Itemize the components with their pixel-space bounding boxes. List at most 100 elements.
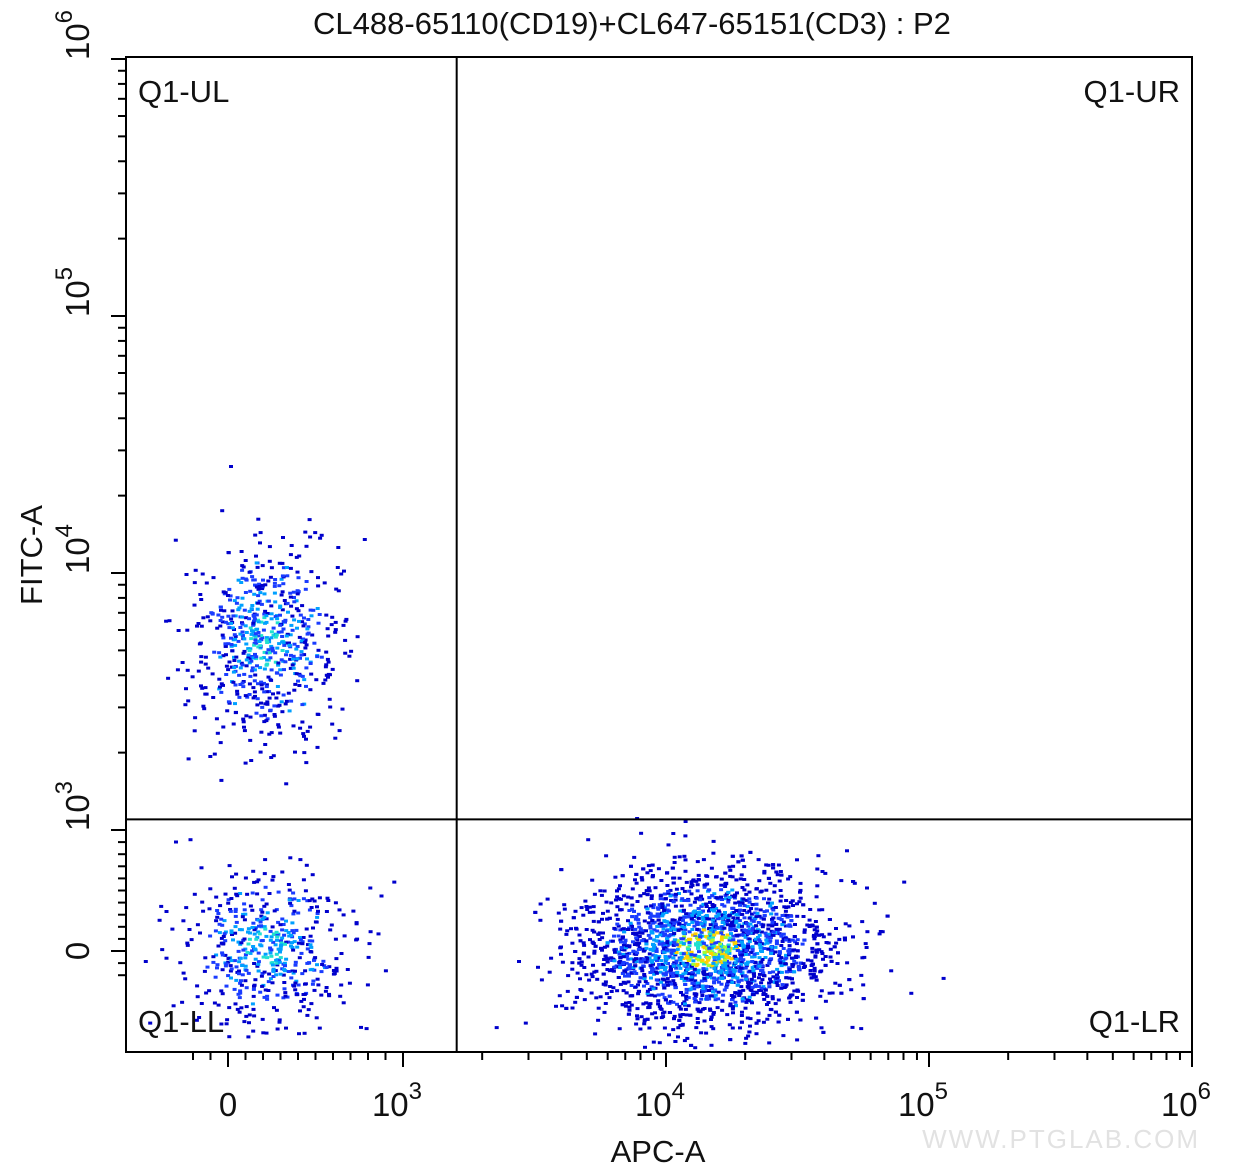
event-dot	[642, 1022, 647, 1026]
event-dot	[702, 977, 707, 981]
event-dot	[326, 634, 331, 638]
event-dot	[228, 908, 233, 911]
event-dot	[324, 986, 329, 989]
event-dot	[270, 961, 275, 965]
event-dot	[570, 967, 575, 971]
event-dot	[705, 874, 710, 878]
event-dot	[271, 975, 276, 978]
event-dot	[300, 942, 305, 946]
event-dot	[242, 725, 246, 729]
event-dot	[237, 606, 242, 610]
event-dot	[590, 878, 595, 882]
event-dot	[271, 626, 276, 630]
event-dot	[278, 923, 283, 927]
event-dot	[686, 898, 690, 902]
event-dot	[304, 643, 309, 647]
event-dot	[778, 961, 783, 965]
event-dot	[199, 684, 203, 688]
event-dot	[607, 996, 612, 1000]
event-dot	[653, 994, 657, 998]
event-dot	[274, 952, 279, 956]
event-dot	[366, 955, 371, 959]
event-dot	[232, 886, 237, 890]
event-dot	[260, 972, 265, 975]
event-dot	[255, 703, 260, 707]
event-dot	[240, 633, 245, 637]
event-dot	[734, 944, 739, 948]
event-dot	[624, 944, 629, 948]
event-dot	[724, 985, 729, 989]
event-dot	[284, 957, 289, 961]
event-dot	[695, 889, 700, 893]
event-dot	[199, 866, 204, 870]
event-dot	[628, 921, 633, 925]
event-dot	[738, 1026, 742, 1030]
event-dot	[741, 958, 746, 962]
event-dot	[243, 953, 248, 957]
event-dot	[678, 1015, 683, 1019]
event-dot	[659, 1016, 664, 1020]
event-dot	[814, 978, 819, 982]
event-dot	[711, 839, 716, 843]
event-dot	[665, 884, 670, 887]
event-dot	[273, 660, 278, 664]
event-dot	[263, 885, 268, 889]
event-dot	[719, 931, 724, 935]
event-dot	[731, 934, 736, 938]
event-dot	[574, 995, 579, 999]
event-dot	[343, 638, 348, 642]
event-dot	[266, 980, 271, 984]
event-dot	[834, 941, 839, 945]
event-dot	[247, 661, 252, 665]
event-dot	[781, 947, 786, 950]
event-dot	[648, 948, 653, 952]
event-dot	[789, 919, 794, 923]
event-dot	[289, 944, 293, 948]
event-dot	[711, 905, 716, 908]
event-dot	[248, 647, 253, 651]
event-dot	[591, 905, 596, 909]
event-dot	[768, 904, 773, 908]
event-dot	[582, 951, 586, 955]
event-dot	[616, 934, 621, 938]
event-dot	[644, 929, 648, 933]
event-dot	[672, 876, 677, 880]
event-dot	[315, 977, 320, 981]
event-dot	[275, 935, 280, 939]
event-dot	[323, 665, 328, 669]
event-dot	[771, 975, 776, 979]
event-dot	[683, 921, 688, 925]
event-dot	[694, 1026, 699, 1030]
event-dot	[649, 965, 654, 969]
event-dot	[654, 947, 659, 951]
event-dot	[290, 921, 295, 925]
event-dot	[769, 1008, 774, 1012]
event-dot	[731, 924, 736, 928]
event-dot	[716, 912, 721, 916]
event-dot	[259, 714, 264, 718]
event-dot	[802, 930, 807, 934]
event-dot	[246, 647, 251, 651]
event-dot	[763, 931, 768, 935]
event-dot	[860, 920, 865, 924]
event-dot	[621, 894, 626, 898]
event-dot	[632, 909, 636, 913]
event-dot	[723, 911, 727, 914]
event-dot	[750, 931, 755, 935]
event-dot	[316, 621, 321, 625]
event-dot	[750, 985, 755, 989]
event-dot	[599, 946, 603, 950]
event-dot	[296, 983, 301, 987]
event-dot	[339, 983, 344, 987]
event-dot	[784, 953, 789, 957]
event-dot	[645, 957, 650, 960]
event-dot	[294, 979, 299, 983]
event-dot	[732, 895, 737, 899]
event-dot	[354, 922, 359, 926]
event-dot	[241, 680, 246, 683]
event-dot	[260, 687, 265, 691]
event-dot	[255, 664, 259, 668]
event-dot	[745, 1016, 750, 1020]
event-dot	[298, 858, 303, 862]
event-dot	[786, 949, 791, 953]
